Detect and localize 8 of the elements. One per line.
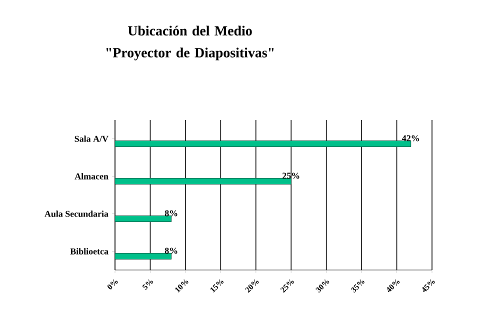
- y-tick-label: Sala A/V: [74, 136, 108, 142]
- y-tick-label: Almacen: [74, 173, 108, 180]
- chart-title: Ubicación del Medio "Proyector de Diapositivas": [106, 26, 274, 60]
- y-tick-label: Aula Secundaria: [44, 210, 108, 217]
- data-label: 8%: [164, 210, 178, 216]
- data-label: 8%: [164, 248, 178, 254]
- data-label: 42%: [402, 135, 419, 142]
- y-tick-label: Biblioetca: [70, 248, 108, 254]
